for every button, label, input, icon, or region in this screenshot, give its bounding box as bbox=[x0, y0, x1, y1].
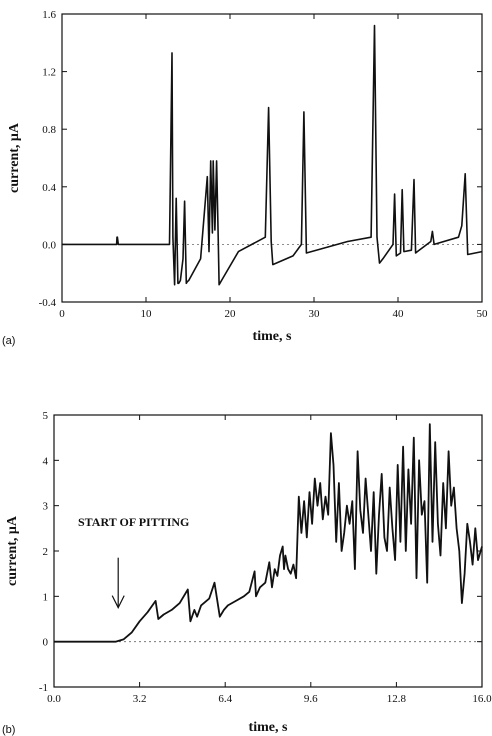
series-line bbox=[62, 24, 483, 286]
x-tick-label: 10 bbox=[141, 308, 153, 320]
y-tick-label: 0.8 bbox=[42, 124, 56, 136]
panel-b-series bbox=[54, 423, 483, 643]
y-tick-label: 1.2 bbox=[42, 67, 56, 79]
arrow-head bbox=[111, 595, 125, 610]
x-tick-label: 40 bbox=[393, 308, 405, 320]
y-tick-label: 0.0 bbox=[42, 239, 56, 251]
y-tick-label: 3 bbox=[43, 501, 49, 513]
panel-b-ticks: 0.0 3.2 6.4 9.6 12.8 16.0 -1 0 1 2 3 4 5 bbox=[39, 410, 492, 705]
down-arrow-icon bbox=[111, 557, 125, 610]
y-tick-label: 1 bbox=[43, 591, 49, 603]
x-tick-label: 9.6 bbox=[304, 693, 318, 705]
panel-a: 0 10 20 30 40 50 -0.4 0.0 0.4 0.8 1.2 1.6 time, s c… bbox=[2, 9, 488, 347]
y-tick-label: 0 bbox=[43, 637, 49, 649]
panel-b-y-axis-label: current, μA bbox=[5, 515, 20, 586]
panel-a-ticks: 0 10 20 30 40 50 -0.4 0.0 0.4 0.8 1.2 1.6 bbox=[39, 9, 488, 320]
x-tick-label: 12.8 bbox=[387, 693, 407, 705]
y-tick-label: 5 bbox=[43, 410, 49, 422]
panel-b-label: (b) bbox=[2, 724, 15, 736]
x-tick-label: 3.2 bbox=[133, 693, 147, 705]
panel-a-x-axis-label: time, s bbox=[253, 329, 292, 344]
y-tick-label: -0.4 bbox=[39, 297, 57, 309]
y-tick-label: 0.4 bbox=[42, 182, 56, 194]
start-of-pitting-annotation: START OF PITTING bbox=[78, 515, 189, 610]
y-tick-label: 2 bbox=[43, 546, 49, 558]
panel-a-series bbox=[62, 24, 483, 286]
panel-a-label: (a) bbox=[2, 335, 15, 347]
y-tick-label: 1.6 bbox=[42, 9, 56, 21]
x-tick-label: 50 bbox=[477, 308, 489, 320]
panel-a-frame bbox=[61, 13, 483, 303]
start-of-pitting-label: START OF PITTING bbox=[78, 515, 189, 529]
panel-b-x-axis-label: time, s bbox=[249, 720, 288, 735]
y-tick-label: 4 bbox=[43, 455, 49, 467]
x-tick-label: 0 bbox=[59, 308, 65, 320]
y-tick-label: -1 bbox=[39, 682, 48, 694]
x-tick-label: 30 bbox=[309, 308, 321, 320]
x-tick-label: 0.0 bbox=[47, 693, 61, 705]
x-tick-label: 20 bbox=[225, 308, 237, 320]
x-tick-label: 16.0 bbox=[472, 693, 492, 705]
panel-a-y-axis-label: current, μA bbox=[7, 122, 22, 193]
panel-b: 0.0 3.2 6.4 9.6 12.8 16.0 -1 0 1 2 3 4 5 START OF PI… bbox=[2, 410, 492, 736]
x-tick-label: 6.4 bbox=[218, 693, 232, 705]
series-line bbox=[54, 423, 483, 643]
